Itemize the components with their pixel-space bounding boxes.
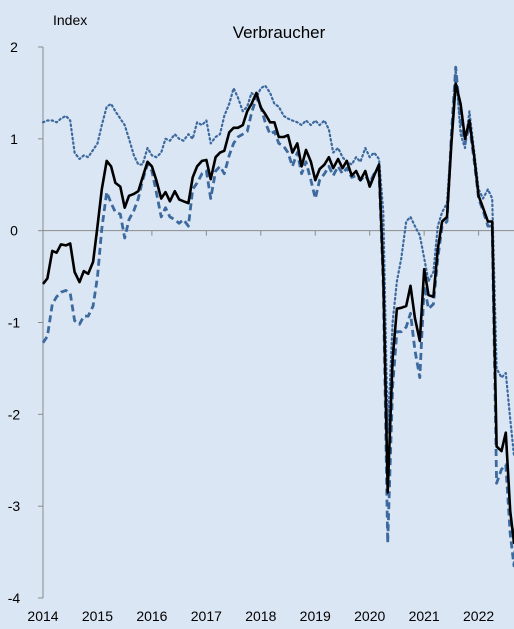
tick-labels: 2 1 0 -1 -2 -3 -4 2014 2015 2016 2017 2018 2019 2020 2… — [8, 39, 495, 624]
y-tick-label: 2 — [10, 39, 18, 55]
x-tick-label: 2018 — [245, 608, 276, 624]
x-tick-label: 2016 — [136, 608, 167, 624]
y-tick-label: -3 — [8, 498, 21, 514]
axes — [38, 46, 514, 599]
x-tick-label: 2015 — [82, 608, 113, 624]
x-tick-label: 2014 — [27, 608, 58, 624]
series-line-dotted — [41, 68, 514, 457]
y-tick-label: -1 — [8, 315, 21, 331]
x-tick-label: 2017 — [191, 608, 222, 624]
y-tick-label: -2 — [8, 406, 21, 422]
x-tick-label: 2019 — [300, 608, 331, 624]
x-tick-label: 2020 — [354, 608, 385, 624]
x-tick-label: 2022 — [463, 608, 494, 624]
chart-title: Verbraucher — [233, 23, 326, 42]
x-tick-label: 2021 — [409, 608, 440, 624]
series-group — [41, 65, 514, 568]
series-line-solid — [41, 82, 514, 545]
y-axis-label: Index — [53, 12, 87, 28]
series-line-dashed — [41, 65, 514, 568]
y-tick-label: 1 — [10, 131, 18, 147]
y-tick-label: -4 — [8, 590, 21, 606]
y-tick-label: 0 — [10, 223, 18, 239]
